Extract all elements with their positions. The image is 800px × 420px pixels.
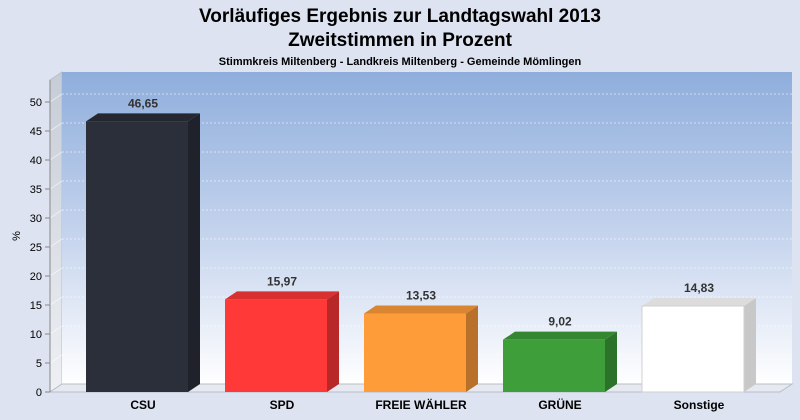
grid-line-side: [49, 296, 63, 306]
value-label: 13,53: [406, 289, 436, 303]
side-wall: [49, 71, 63, 393]
bar-top: [225, 291, 339, 300]
chart-caption: Stimmkreis Miltenberg - Landkreis Milten…: [219, 56, 582, 68]
category-label: CSU: [130, 398, 155, 412]
bar-sonstige: [641, 297, 756, 393]
grid-line-side: [49, 325, 63, 335]
value-label: 15,97: [267, 274, 297, 288]
grid-line-side: [49, 238, 63, 248]
grid-line-side: [49, 180, 63, 190]
bar-front: [503, 339, 605, 392]
category-labels: CSU SPD FREIE WÄHLER GRÜNE Sonstige: [130, 397, 724, 412]
bar-side: [605, 331, 617, 392]
y-tick-label: 15: [30, 300, 42, 312]
category-label: GRÜNE: [538, 397, 581, 412]
y-tick-label: 25: [30, 242, 42, 254]
category-label: Sonstige: [674, 398, 725, 412]
bar-side: [466, 305, 478, 392]
grid-line-side: [49, 151, 63, 161]
grid-line-side: [49, 354, 63, 364]
category-label: SPD: [270, 398, 295, 412]
bar-side: [327, 291, 339, 392]
y-tick-label: 50: [30, 97, 42, 109]
y-tick-label: 40: [30, 155, 42, 167]
bar-freie-w-hler: [364, 305, 478, 392]
y-tick-label: 0: [36, 387, 42, 399]
y-tick-label: 5: [36, 358, 42, 370]
bar-spd: [225, 291, 339, 392]
bar-top: [503, 331, 617, 340]
chart-subtitle: Zweitstimmen in Prozent: [288, 30, 512, 51]
bar-top: [86, 113, 200, 122]
y-tick-label: 20: [30, 271, 42, 283]
bar-front: [364, 313, 466, 392]
y-axis-label: %: [11, 231, 23, 241]
y-tick-label: 30: [30, 213, 42, 225]
bar-side: [744, 297, 756, 392]
y-tick-label: 10: [30, 329, 42, 341]
grid-line-side: [49, 122, 63, 132]
grid-line-side: [49, 93, 63, 103]
value-labels: 46,65 15,97 13,53 9,02 14,83: [128, 96, 714, 328]
grid-line-side: [49, 267, 63, 277]
value-label: 46,65: [128, 96, 158, 110]
bars: [86, 113, 756, 393]
value-label: 14,83: [684, 281, 714, 295]
bar-csu: [86, 113, 200, 393]
y-axis-ticks: 0 5 10 15 20 25 30 35 40 45 50: [30, 97, 50, 399]
grid-line-side: [49, 209, 63, 219]
y-tick-label: 45: [30, 126, 42, 138]
bar-gr-ne: [503, 331, 617, 392]
category-label: FREIE WÄHLER: [375, 397, 467, 412]
bar-front: [641, 305, 745, 393]
value-label: 9,02: [548, 315, 572, 329]
bar-front: [86, 121, 188, 393]
bar-top: [642, 297, 756, 306]
y-tick-label: 35: [30, 184, 42, 196]
bar-top: [364, 305, 478, 314]
bar-side: [188, 113, 200, 393]
chart-title: Vorläufiges Ergebnis zur Landtagswahl 20…: [199, 6, 601, 27]
bar-front: [225, 299, 327, 392]
